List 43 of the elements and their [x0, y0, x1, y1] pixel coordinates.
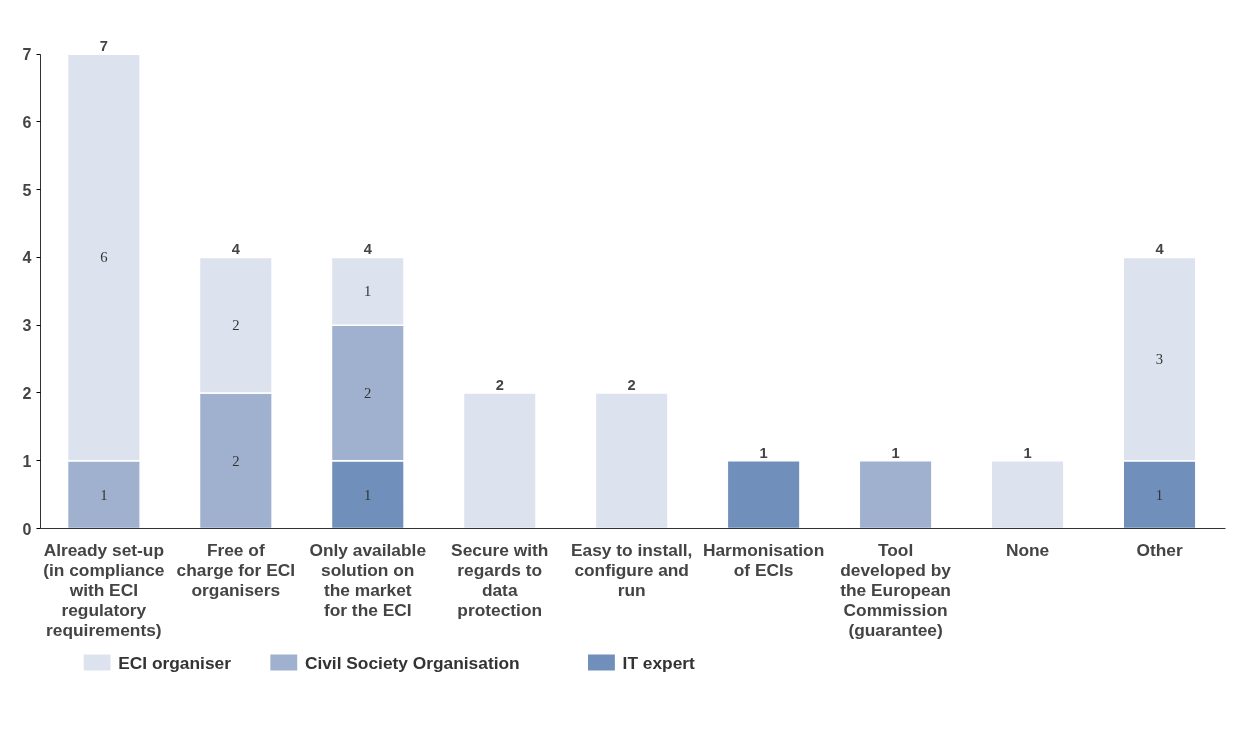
y-tick-label: 7 [22, 46, 32, 64]
legend-label: IT expert [622, 652, 696, 673]
x-tick-label: None [1005, 539, 1050, 560]
data-label: 1 [100, 486, 108, 503]
bar [594, 392, 669, 529]
data-label: 1 [364, 283, 372, 300]
legend-label: ECI organiser [118, 652, 232, 673]
total-label: 4 [231, 241, 241, 258]
y-tick-label: 4 [22, 249, 32, 267]
y-tick-label: 3 [22, 317, 32, 335]
x-tick-label: Only available solution on the market for the ECI [309, 539, 427, 620]
y-tick-label: 1 [22, 452, 32, 470]
total-label: 4 [363, 241, 373, 258]
data-label: 6 [100, 249, 108, 266]
x-tick-label: Easy to install, configure and run [571, 539, 693, 600]
y-tick-label: 0 [22, 520, 32, 538]
x-tick-label: Harmonisation of ECIs [702, 539, 825, 580]
bar [990, 459, 1065, 529]
data-label: 1 [1155, 486, 1164, 503]
data-label: 2 [232, 452, 240, 469]
y-tick-label: 5 [22, 181, 32, 199]
data-label: 1 [364, 486, 372, 503]
data-label: 3 [1155, 351, 1164, 368]
total-label: 2 [627, 376, 636, 393]
x-tick-label: Free of charge for ECI organisers [176, 539, 296, 600]
total-label: 1 [759, 444, 768, 461]
x-tick-label: Other [1136, 539, 1183, 560]
total-label: 4 [1155, 241, 1165, 258]
bar [726, 459, 801, 529]
data-label: 2 [232, 317, 240, 334]
x-tick-label: Tool developed by the European Commission (guarantee) [840, 539, 952, 640]
bar [858, 459, 933, 529]
x-tick-label: Secure with regards to data protection [451, 539, 549, 620]
legend-label: Civil Society Organisation [304, 652, 520, 673]
total-label: 7 [99, 38, 108, 55]
total-label: 1 [891, 444, 900, 461]
total-label: 2 [495, 376, 504, 393]
bar [462, 392, 537, 529]
total-label: 1 [1023, 444, 1032, 461]
y-tick-label: 6 [22, 113, 32, 131]
y-tick-label: 2 [22, 384, 32, 402]
data-label: 2 [364, 384, 372, 401]
x-tick-label: Already set-up (in compliance with ECI regulatory requirements) [43, 539, 165, 640]
